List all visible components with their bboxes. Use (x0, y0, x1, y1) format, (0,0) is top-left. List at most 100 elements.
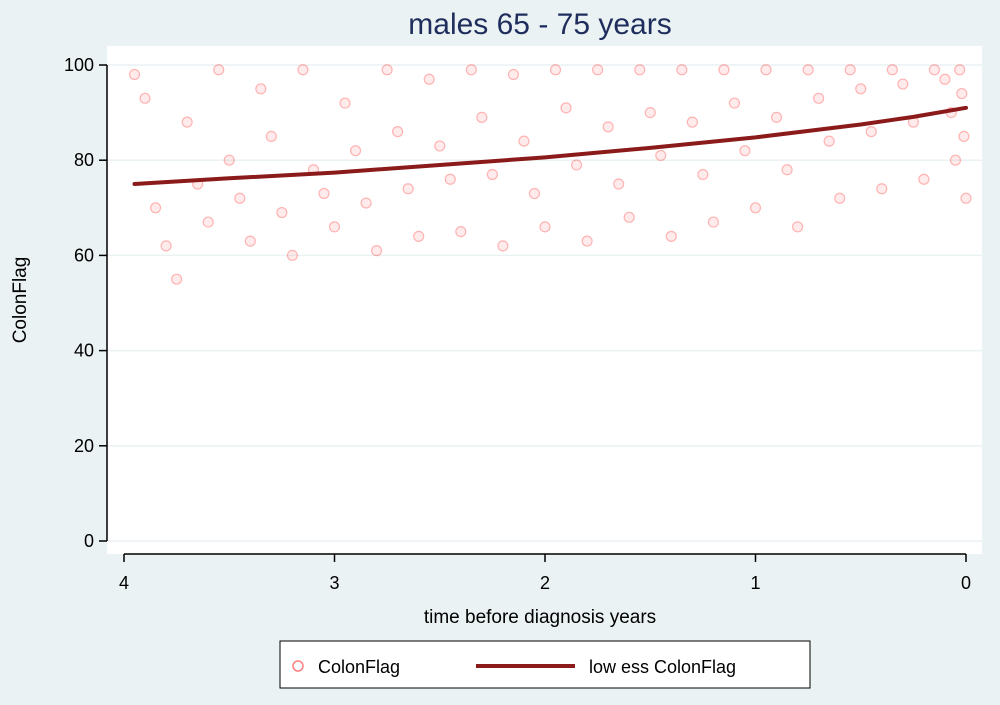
scatter-point-59 (749, 202, 762, 214)
scatter-series (128, 64, 972, 285)
scatter-point-69 (855, 83, 867, 95)
scatter-point-40 (549, 64, 562, 76)
scatter-point-71 (876, 183, 888, 195)
scatter-point-10 (234, 192, 246, 204)
chart-title: males 65 - 75 years (408, 8, 671, 41)
x-tick-label-4: 4 (119, 573, 129, 593)
scatter-point-29 (434, 140, 446, 152)
scatter-point-53 (686, 116, 698, 128)
scatter-point-51 (665, 230, 677, 242)
scatter-point-49 (644, 106, 656, 119)
scatter-point-31 (455, 226, 467, 238)
scatter-point-5 (181, 116, 193, 128)
scatter-point-36 (507, 68, 520, 81)
scatter-point-50 (655, 149, 667, 162)
scatter-point-16 (297, 64, 309, 76)
scatter-point-20 (339, 97, 351, 109)
scatter-point-27 (413, 230, 425, 242)
scatter-point-42 (570, 159, 583, 171)
lowess-line (132, 105, 968, 186)
x-tick-label-2: 2 (540, 573, 550, 593)
scatter-point-67 (834, 192, 846, 204)
y-tick-label-0: 0 (84, 531, 94, 551)
scatter-point-23 (371, 245, 383, 257)
scatter-point-83 (960, 192, 972, 204)
scatter-point-70 (865, 126, 877, 138)
y-tick-label-80: 80 (74, 150, 94, 170)
plot-area (107, 46, 982, 554)
scatter-point-44 (592, 64, 604, 76)
scatter-point-60 (760, 64, 772, 76)
scatter-point-48 (634, 64, 646, 76)
scatter-point-66 (823, 135, 835, 147)
scatter-point-63 (791, 221, 804, 233)
scatter-point-24 (381, 64, 393, 76)
scatter-point-38 (528, 187, 541, 200)
scatter-point-30 (444, 173, 456, 185)
y-tick-label-20: 20 (74, 436, 94, 456)
scatter-point-72 (886, 64, 898, 76)
scatter-point-14 (276, 206, 288, 219)
legend-label-scatter: ColonFlag (318, 657, 400, 677)
legend-marker-scatter (292, 660, 304, 672)
scatter-point-58 (739, 145, 751, 157)
scatter-point-25 (392, 126, 404, 138)
scatter-point-68 (844, 64, 856, 76)
scatter-point-33 (476, 111, 488, 123)
scatter-point-4 (171, 273, 183, 285)
scatter-point-39 (539, 221, 551, 233)
scatter-point-73 (897, 78, 909, 90)
scatter-point-32 (465, 64, 477, 76)
scatter-point-81 (956, 87, 968, 100)
scatter-point-19 (328, 221, 341, 233)
scatter-point-82 (958, 130, 970, 142)
scatter-point-43 (581, 235, 593, 247)
scatter-point-35 (497, 240, 509, 252)
scatter-point-56 (718, 64, 730, 76)
scatter-point-1 (139, 92, 151, 104)
scatter-point-65 (813, 92, 825, 104)
scatter-point-0 (128, 68, 141, 81)
grid-lines (107, 64, 982, 542)
scatter-point-3 (160, 240, 172, 252)
y-axis: 0 20 40 60 80 100 (64, 55, 108, 551)
scatter-point-79 (949, 154, 962, 166)
legend: ColonFlag low ess ColonFlag (279, 640, 811, 689)
scatter-point-7 (202, 216, 214, 228)
scatter-point-28 (423, 73, 435, 85)
scatter-point-22 (360, 197, 372, 209)
scatter-point-80 (954, 64, 966, 76)
legend-label-line: low ess ColonFlag (589, 657, 736, 677)
scatter-point-26 (402, 183, 414, 195)
y-tick-label-60: 60 (74, 245, 94, 265)
scatter-point-55 (707, 216, 720, 228)
scatter-point-37 (518, 135, 530, 147)
scatter-point-34 (486, 168, 498, 181)
scatter-point-41 (560, 102, 572, 114)
scatter-point-21 (349, 145, 362, 157)
y-tick-label-100: 100 (64, 55, 94, 75)
scatter-point-18 (318, 187, 330, 200)
x-tick-label-3: 3 (329, 573, 339, 593)
scatter-point-47 (623, 211, 635, 223)
scatter-point-54 (697, 168, 709, 181)
scatter-point-15 (286, 249, 298, 261)
scatter-point-77 (939, 73, 951, 85)
scatter-point-45 (602, 121, 614, 133)
x-tick-label-1: 1 (750, 573, 760, 593)
scatter-point-2 (149, 202, 162, 214)
scatter-point-62 (781, 164, 793, 176)
scatter-point-75 (918, 173, 930, 185)
scatter-point-11 (244, 235, 256, 247)
scatter-point-8 (213, 64, 225, 76)
scatter-point-12 (255, 83, 267, 95)
scatter-point-76 (928, 64, 941, 76)
scatter-point-61 (770, 111, 783, 123)
scatter-point-13 (265, 130, 277, 142)
lowess-series (132, 105, 968, 186)
y-axis-title: ColonFlag (10, 257, 31, 344)
scatter-point-46 (613, 178, 625, 190)
scatter-point-64 (802, 64, 814, 76)
x-axis-title: time before diagnosis years (424, 607, 656, 628)
